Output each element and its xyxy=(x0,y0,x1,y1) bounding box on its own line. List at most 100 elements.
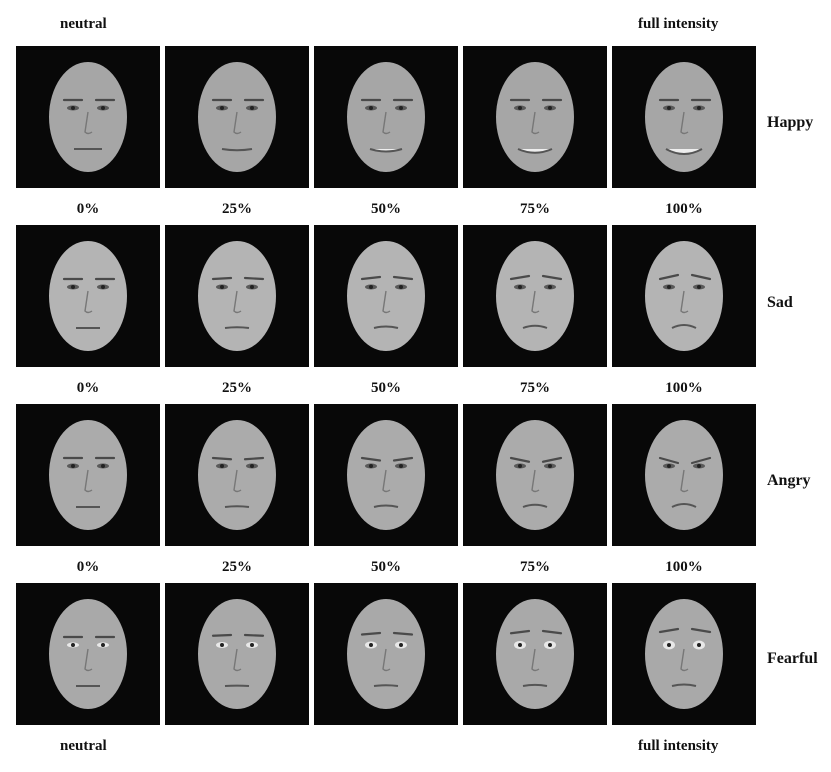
pupil xyxy=(101,285,105,289)
pupil xyxy=(667,285,671,289)
pupil xyxy=(548,464,552,468)
face-image xyxy=(314,225,458,367)
face-image xyxy=(16,583,160,725)
emotion-label-3: Fearful xyxy=(767,650,818,667)
pupil xyxy=(250,643,254,647)
face-oval xyxy=(347,599,425,709)
pupil xyxy=(101,464,105,468)
nose xyxy=(531,290,540,314)
eyebrow xyxy=(392,456,414,462)
eyebrow xyxy=(211,456,233,461)
nose xyxy=(233,469,242,493)
face-oval xyxy=(347,420,425,530)
intensity-label: 75% xyxy=(520,201,550,217)
intensity-label: 100% xyxy=(665,201,703,217)
pupil xyxy=(399,106,403,110)
intensity-label: 25% xyxy=(222,380,252,396)
face-oval xyxy=(645,241,723,351)
emotion-label-1: Sad xyxy=(767,294,793,311)
pupil xyxy=(399,643,403,647)
mouth xyxy=(522,503,548,508)
pupil xyxy=(697,464,701,468)
eyebrow xyxy=(690,456,712,465)
nose xyxy=(531,469,540,493)
eyebrow xyxy=(243,456,265,461)
pupil xyxy=(220,643,224,647)
mouth xyxy=(224,326,250,329)
face-oval xyxy=(49,62,127,172)
eyebrow xyxy=(211,276,233,281)
eyebrow xyxy=(690,627,712,634)
nose xyxy=(680,290,689,314)
mouth xyxy=(522,324,548,329)
pupil xyxy=(697,643,701,647)
face-image xyxy=(463,404,607,546)
pupil xyxy=(71,643,75,647)
face-image xyxy=(463,583,607,725)
nose xyxy=(84,290,93,314)
intensity-label: 50% xyxy=(371,559,401,575)
eyebrow xyxy=(509,456,531,463)
face-image xyxy=(612,46,756,188)
eyebrow xyxy=(243,633,265,637)
mouth xyxy=(373,504,399,508)
eyebrow xyxy=(541,456,563,463)
intensity-label: 100% xyxy=(665,380,703,396)
face-oval xyxy=(496,599,574,709)
intensity-label: 75% xyxy=(520,559,550,575)
face-image xyxy=(314,404,458,546)
eyebrow xyxy=(211,633,233,637)
mouth xyxy=(373,325,399,329)
face-oval xyxy=(49,420,127,530)
neutral-label-bottom: neutral xyxy=(60,738,107,754)
intensity-label: 100% xyxy=(665,559,703,575)
pupil xyxy=(71,285,75,289)
intensity-label: 75% xyxy=(520,380,550,396)
pupil xyxy=(101,643,105,647)
face-image xyxy=(16,404,160,546)
pupil xyxy=(518,106,522,110)
face-oval xyxy=(198,62,276,172)
nose xyxy=(382,290,391,314)
pupil xyxy=(548,106,552,110)
neutral-label-top: neutral xyxy=(60,16,107,32)
mouth xyxy=(671,503,697,508)
mouth xyxy=(369,148,403,153)
face-image xyxy=(16,46,160,188)
nose xyxy=(233,648,242,672)
eyebrow xyxy=(392,631,414,636)
nose xyxy=(233,111,242,135)
intensity-label: 0% xyxy=(76,380,100,396)
face-oval xyxy=(645,420,723,530)
face-image xyxy=(165,46,309,188)
eyebrow xyxy=(658,627,680,634)
eyebrow xyxy=(360,456,382,462)
intensity-label: 0% xyxy=(76,201,100,217)
nose xyxy=(382,648,391,672)
mouth xyxy=(522,683,548,687)
pupil xyxy=(369,285,373,289)
pupil xyxy=(101,106,105,110)
face-oval xyxy=(347,241,425,351)
nose xyxy=(84,469,93,493)
pupil xyxy=(250,106,254,110)
mouth xyxy=(671,683,697,687)
eyebrow xyxy=(509,274,531,281)
pupil xyxy=(71,464,75,468)
eyebrow xyxy=(360,631,382,636)
pupil xyxy=(518,643,522,647)
intensity-label: 25% xyxy=(222,201,252,217)
nose xyxy=(382,111,391,135)
full-intensity-label-top: full intensity xyxy=(638,16,719,32)
pupil xyxy=(220,464,224,468)
face-image xyxy=(165,225,309,367)
intensity-label: 0% xyxy=(76,559,100,575)
face-image xyxy=(463,225,607,367)
face-oval xyxy=(347,62,425,172)
mouth xyxy=(224,505,250,508)
face-oval xyxy=(49,241,127,351)
pupil xyxy=(399,464,403,468)
face-image xyxy=(314,46,458,188)
mouth xyxy=(671,324,697,329)
face-image xyxy=(165,583,309,725)
